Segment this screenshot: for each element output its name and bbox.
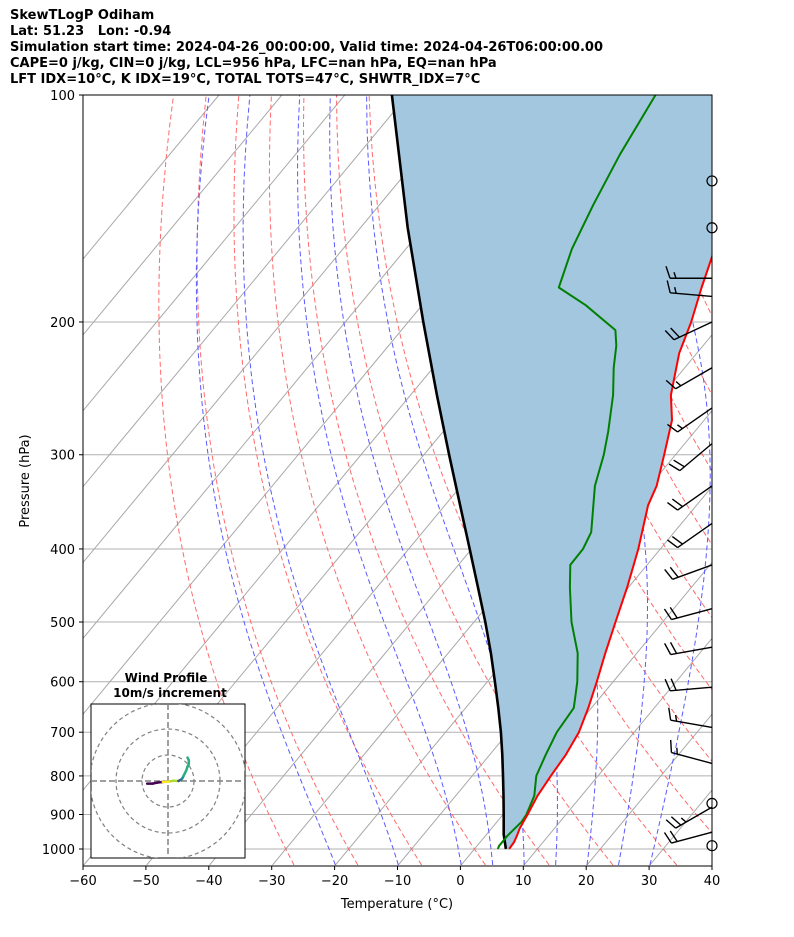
isotherm-line [586, 713, 712, 866]
moist-adiabat-line [242, 95, 399, 866]
y-tick-label: 100 [50, 89, 75, 104]
dewpoint-trace [496, 95, 657, 850]
hodograph: Wind Profile 10m/s increment [90, 671, 246, 859]
y-tick-label: 900 [50, 808, 75, 823]
wind-barb [667, 407, 713, 433]
y-tick-label: 300 [50, 449, 75, 464]
x-tick-label: −20 [321, 874, 348, 889]
moist-adiabat-line [195, 95, 336, 866]
x-tick-label: −50 [132, 874, 159, 889]
x-tick-label: 40 [704, 874, 721, 889]
cin-shading [391, 95, 712, 849]
x-tick-label: 20 [578, 874, 595, 889]
isotherm-line [83, 95, 283, 336]
y-tick-label: 800 [50, 770, 75, 785]
hodograph-title: Wind Profile [125, 671, 208, 685]
isotherm-line [523, 637, 712, 866]
x-tick-label: 10 [515, 874, 532, 889]
dry-adiabat-line [158, 95, 295, 866]
y-tick-label: 1000 [42, 843, 75, 858]
temperature-trace [508, 253, 712, 850]
y-tick-label: 400 [50, 543, 75, 558]
wind-barb [665, 367, 713, 390]
isotherm-line [713, 95, 794, 865]
dry-adiabat-line [564, 95, 712, 472]
wind-barb [665, 806, 713, 829]
dry-adiabat-line [760, 95, 794, 865]
dry-adiabat-line [196, 95, 359, 866]
dry-adiabat-line [233, 95, 423, 866]
x-tick-label: −30 [258, 874, 285, 889]
time-line: Simulation start time: 2024-04-26_00:00:… [10, 40, 603, 55]
x-tick-label: −10 [384, 874, 411, 889]
index-line: LFT IDX=10°C, K IDX=19°C, TOTAL TOTS=47°… [10, 72, 481, 87]
x-tick-label: 30 [641, 874, 658, 889]
hodograph-subtitle: 10m/s increment [113, 686, 227, 700]
wind-barb [668, 707, 713, 729]
dry-adiabat-line [336, 95, 614, 866]
isotherm-line [83, 95, 409, 488]
y-tick-label: 200 [50, 316, 75, 331]
plot-area [83, 95, 794, 866]
chart-header: SkewTLogP Odiham Lat: 51.23 Lon: -0.94 S… [10, 8, 603, 88]
x-tick-label: 0 [456, 874, 464, 889]
wind-barb-calm [706, 222, 718, 234]
wind-barb [664, 678, 713, 692]
wind-barb [664, 564, 713, 580]
axes: −60 −50 −40 −30 −20 −10 0 10 20 30 40 100 200 300 400 5… [42, 89, 720, 889]
moist-adiabat-line [297, 95, 462, 866]
wind-barb [668, 443, 713, 472]
x-tick-label: −60 [69, 874, 96, 889]
cape-line: CAPE=0 j/kg, CIN=0 j/kg, LCL=956 hPa, LF… [10, 56, 497, 71]
wind-barb-calm [706, 797, 718, 809]
isotherm-line [83, 95, 220, 260]
moist-adiabat-line [329, 95, 494, 866]
chart-title: SkewTLogP Odiham [10, 8, 155, 23]
x-axis-label: Temperature (°C) [340, 897, 453, 912]
wind-barb [669, 739, 713, 765]
wind-barb [666, 280, 713, 298]
dry-adiabat-line [728, 95, 794, 865]
wind-barb [664, 321, 713, 341]
wind-barb-calm [706, 840, 718, 852]
isotherm-line [83, 95, 346, 412]
wind-barb [663, 642, 713, 656]
isotherm-line [776, 95, 794, 865]
wind-barb-calm [706, 175, 718, 187]
dry-adiabat-line [268, 95, 486, 866]
wind-barb [663, 607, 713, 621]
y-tick-label: 700 [50, 726, 75, 741]
moist-adiabat-line [632, 95, 711, 866]
y-axis-label: Pressure (hPa) [18, 434, 33, 527]
y-tick-label: 500 [50, 616, 75, 631]
isotherm-line [83, 95, 471, 564]
hodograph-segment [186, 756, 191, 762]
wind-barb [667, 522, 713, 549]
x-tick-label: −40 [195, 874, 222, 889]
y-tick-label: 600 [50, 676, 75, 691]
location-line: Lat: 51.23 Lon: -0.94 [10, 24, 172, 39]
parcel-trace [390, 95, 508, 850]
wind-barb [663, 830, 713, 844]
wind-barb [665, 266, 712, 279]
wind-barb [667, 485, 713, 511]
wind-barbs [663, 175, 718, 852]
